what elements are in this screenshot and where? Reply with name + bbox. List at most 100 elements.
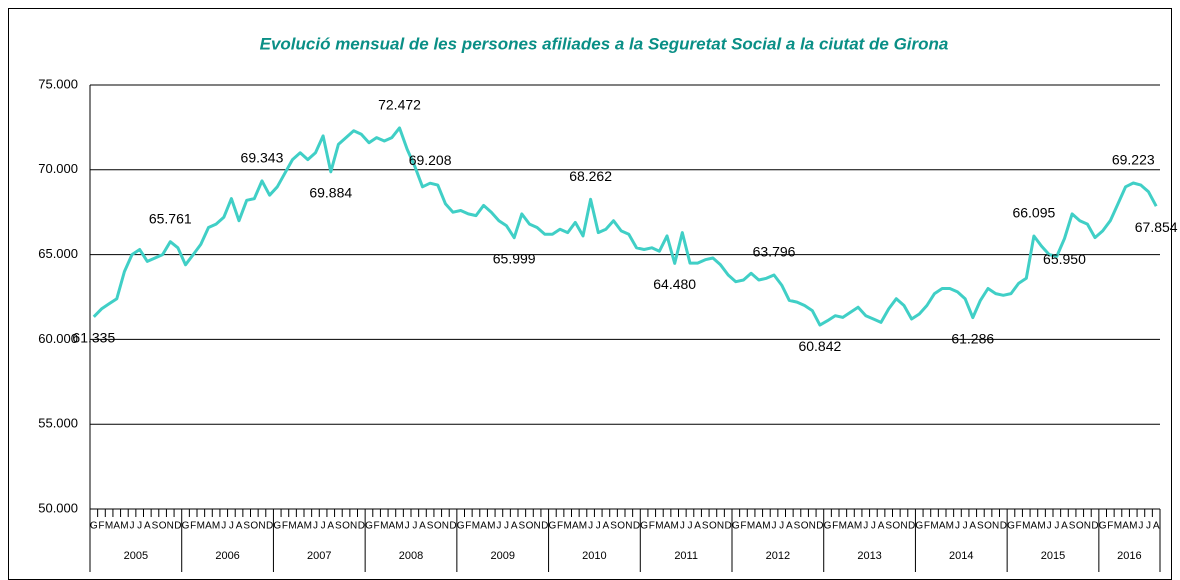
x-tick-label: J	[871, 521, 876, 532]
x-tick-label: O	[984, 521, 992, 532]
x-tick-label: A	[694, 521, 701, 532]
year-label: 2016	[1117, 550, 1141, 562]
x-tick-label: D	[449, 521, 456, 532]
year-label: 2011	[674, 550, 698, 562]
x-tick-label: D	[1091, 521, 1098, 532]
x-tick-label: J	[496, 521, 501, 532]
x-tick-label: G	[457, 521, 465, 532]
x-tick-label: J	[1047, 521, 1052, 532]
x-tick-label: F	[374, 521, 380, 532]
x-tick-label: J	[588, 521, 593, 532]
x-tick-label: O	[159, 521, 167, 532]
data-label: 65.761	[149, 210, 192, 226]
x-tick-label: J	[963, 521, 968, 532]
x-tick-label: O	[892, 521, 900, 532]
x-tick-label: J	[405, 521, 410, 532]
x-tick-label: J	[1146, 521, 1151, 532]
data-label: 69.223	[1112, 152, 1155, 168]
x-tick-label: G	[273, 521, 281, 532]
x-tick-label: J	[1054, 521, 1059, 532]
x-tick-label: N	[350, 521, 357, 532]
x-tick-label: D	[358, 521, 365, 532]
x-tick-label: N	[992, 521, 999, 532]
data-label: 69.343	[241, 150, 284, 166]
x-tick-label: N	[258, 521, 265, 532]
x-tick-label: A	[969, 521, 976, 532]
x-tick-label: S	[794, 521, 801, 532]
x-tick-label: S	[518, 521, 525, 532]
x-tick-label: A	[327, 521, 334, 532]
x-tick-label: N	[533, 521, 540, 532]
x-tick-label: J	[772, 521, 777, 532]
x-tick-label: A	[419, 521, 426, 532]
x-tick-label: N	[167, 521, 174, 532]
x-tick-label: A	[572, 521, 579, 532]
x-tick-label: F	[465, 521, 471, 532]
x-tick-label: S	[610, 521, 617, 532]
x-tick-label: S	[427, 521, 434, 532]
x-tick-label: A	[603, 521, 610, 532]
x-tick-label: O	[801, 521, 809, 532]
data-label: 60.842	[798, 338, 841, 354]
year-label: 2005	[124, 550, 148, 562]
x-tick-label: M	[1022, 521, 1030, 532]
x-tick-label: S	[702, 521, 709, 532]
data-label: 66.095	[1012, 205, 1055, 221]
x-tick-label: A	[389, 521, 396, 532]
year-label: 2010	[582, 550, 606, 562]
x-tick-label: M	[197, 521, 205, 532]
x-tick-label: S	[1069, 521, 1076, 532]
x-tick-label: M	[930, 521, 938, 532]
x-tick-label: M	[564, 521, 572, 532]
x-tick-label: S	[243, 521, 250, 532]
x-tick-label: F	[924, 521, 930, 532]
data-label: 64.480	[653, 276, 696, 292]
x-tick-label: O	[1076, 521, 1084, 532]
x-tick-label: N	[442, 521, 449, 532]
x-tick-label: M	[747, 521, 755, 532]
x-tick-label: G	[732, 521, 740, 532]
x-tick-label: D	[1000, 521, 1007, 532]
data-label: 61.286	[951, 330, 994, 346]
x-tick-label: N	[900, 521, 907, 532]
x-tick-label: A	[236, 521, 243, 532]
x-tick-label: M	[395, 521, 403, 532]
y-tick-label: 65.000	[38, 246, 78, 261]
x-tick-label: N	[625, 521, 632, 532]
x-tick-label: M	[487, 521, 495, 532]
x-tick-label: M	[854, 521, 862, 532]
x-tick-label: O	[709, 521, 717, 532]
x-tick-label: G	[90, 521, 98, 532]
x-tick-label: J	[1138, 521, 1143, 532]
x-tick-label: A	[664, 521, 671, 532]
x-tick-label: O	[342, 521, 350, 532]
x-tick-label: F	[557, 521, 563, 532]
x-tick-label: F	[649, 521, 655, 532]
x-tick-label: M	[671, 521, 679, 532]
x-tick-label: A	[1153, 521, 1160, 532]
x-tick-label: D	[541, 521, 548, 532]
x-tick-label: J	[130, 521, 135, 532]
x-tick-label: M	[1037, 521, 1045, 532]
x-tick-label: A	[144, 521, 151, 532]
x-tick-label: A	[786, 521, 793, 532]
x-tick-label: J	[596, 521, 601, 532]
x-tick-label: M	[946, 521, 954, 532]
x-tick-label: J	[863, 521, 868, 532]
data-label: 61.335	[72, 329, 115, 345]
x-tick-label: M	[1129, 521, 1137, 532]
x-tick-label: O	[434, 521, 442, 532]
x-tick-label: J	[229, 521, 234, 532]
x-tick-label: M	[304, 521, 312, 532]
x-tick-label: A	[1122, 521, 1129, 532]
x-tick-label: F	[1016, 521, 1022, 532]
x-tick-label: A	[755, 521, 762, 532]
x-tick-label: G	[640, 521, 648, 532]
x-tick-label: A	[1061, 521, 1068, 532]
x-tick-label: S	[885, 521, 892, 532]
x-tick-label: S	[977, 521, 984, 532]
year-label: 2009	[490, 550, 514, 562]
x-tick-label: J	[412, 521, 417, 532]
year-label: 2014	[949, 550, 973, 562]
x-tick-label: F	[740, 521, 746, 532]
